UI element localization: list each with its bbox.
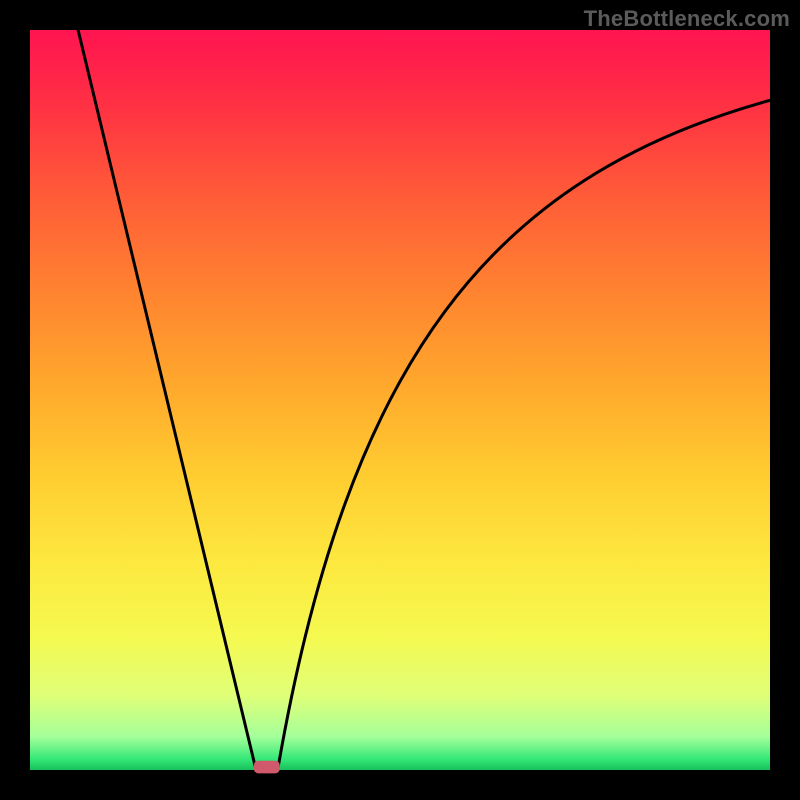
watermark-text: TheBottleneck.com [584, 6, 790, 32]
bottleneck-chart [0, 0, 800, 800]
curve-vertex-marker [254, 761, 280, 774]
